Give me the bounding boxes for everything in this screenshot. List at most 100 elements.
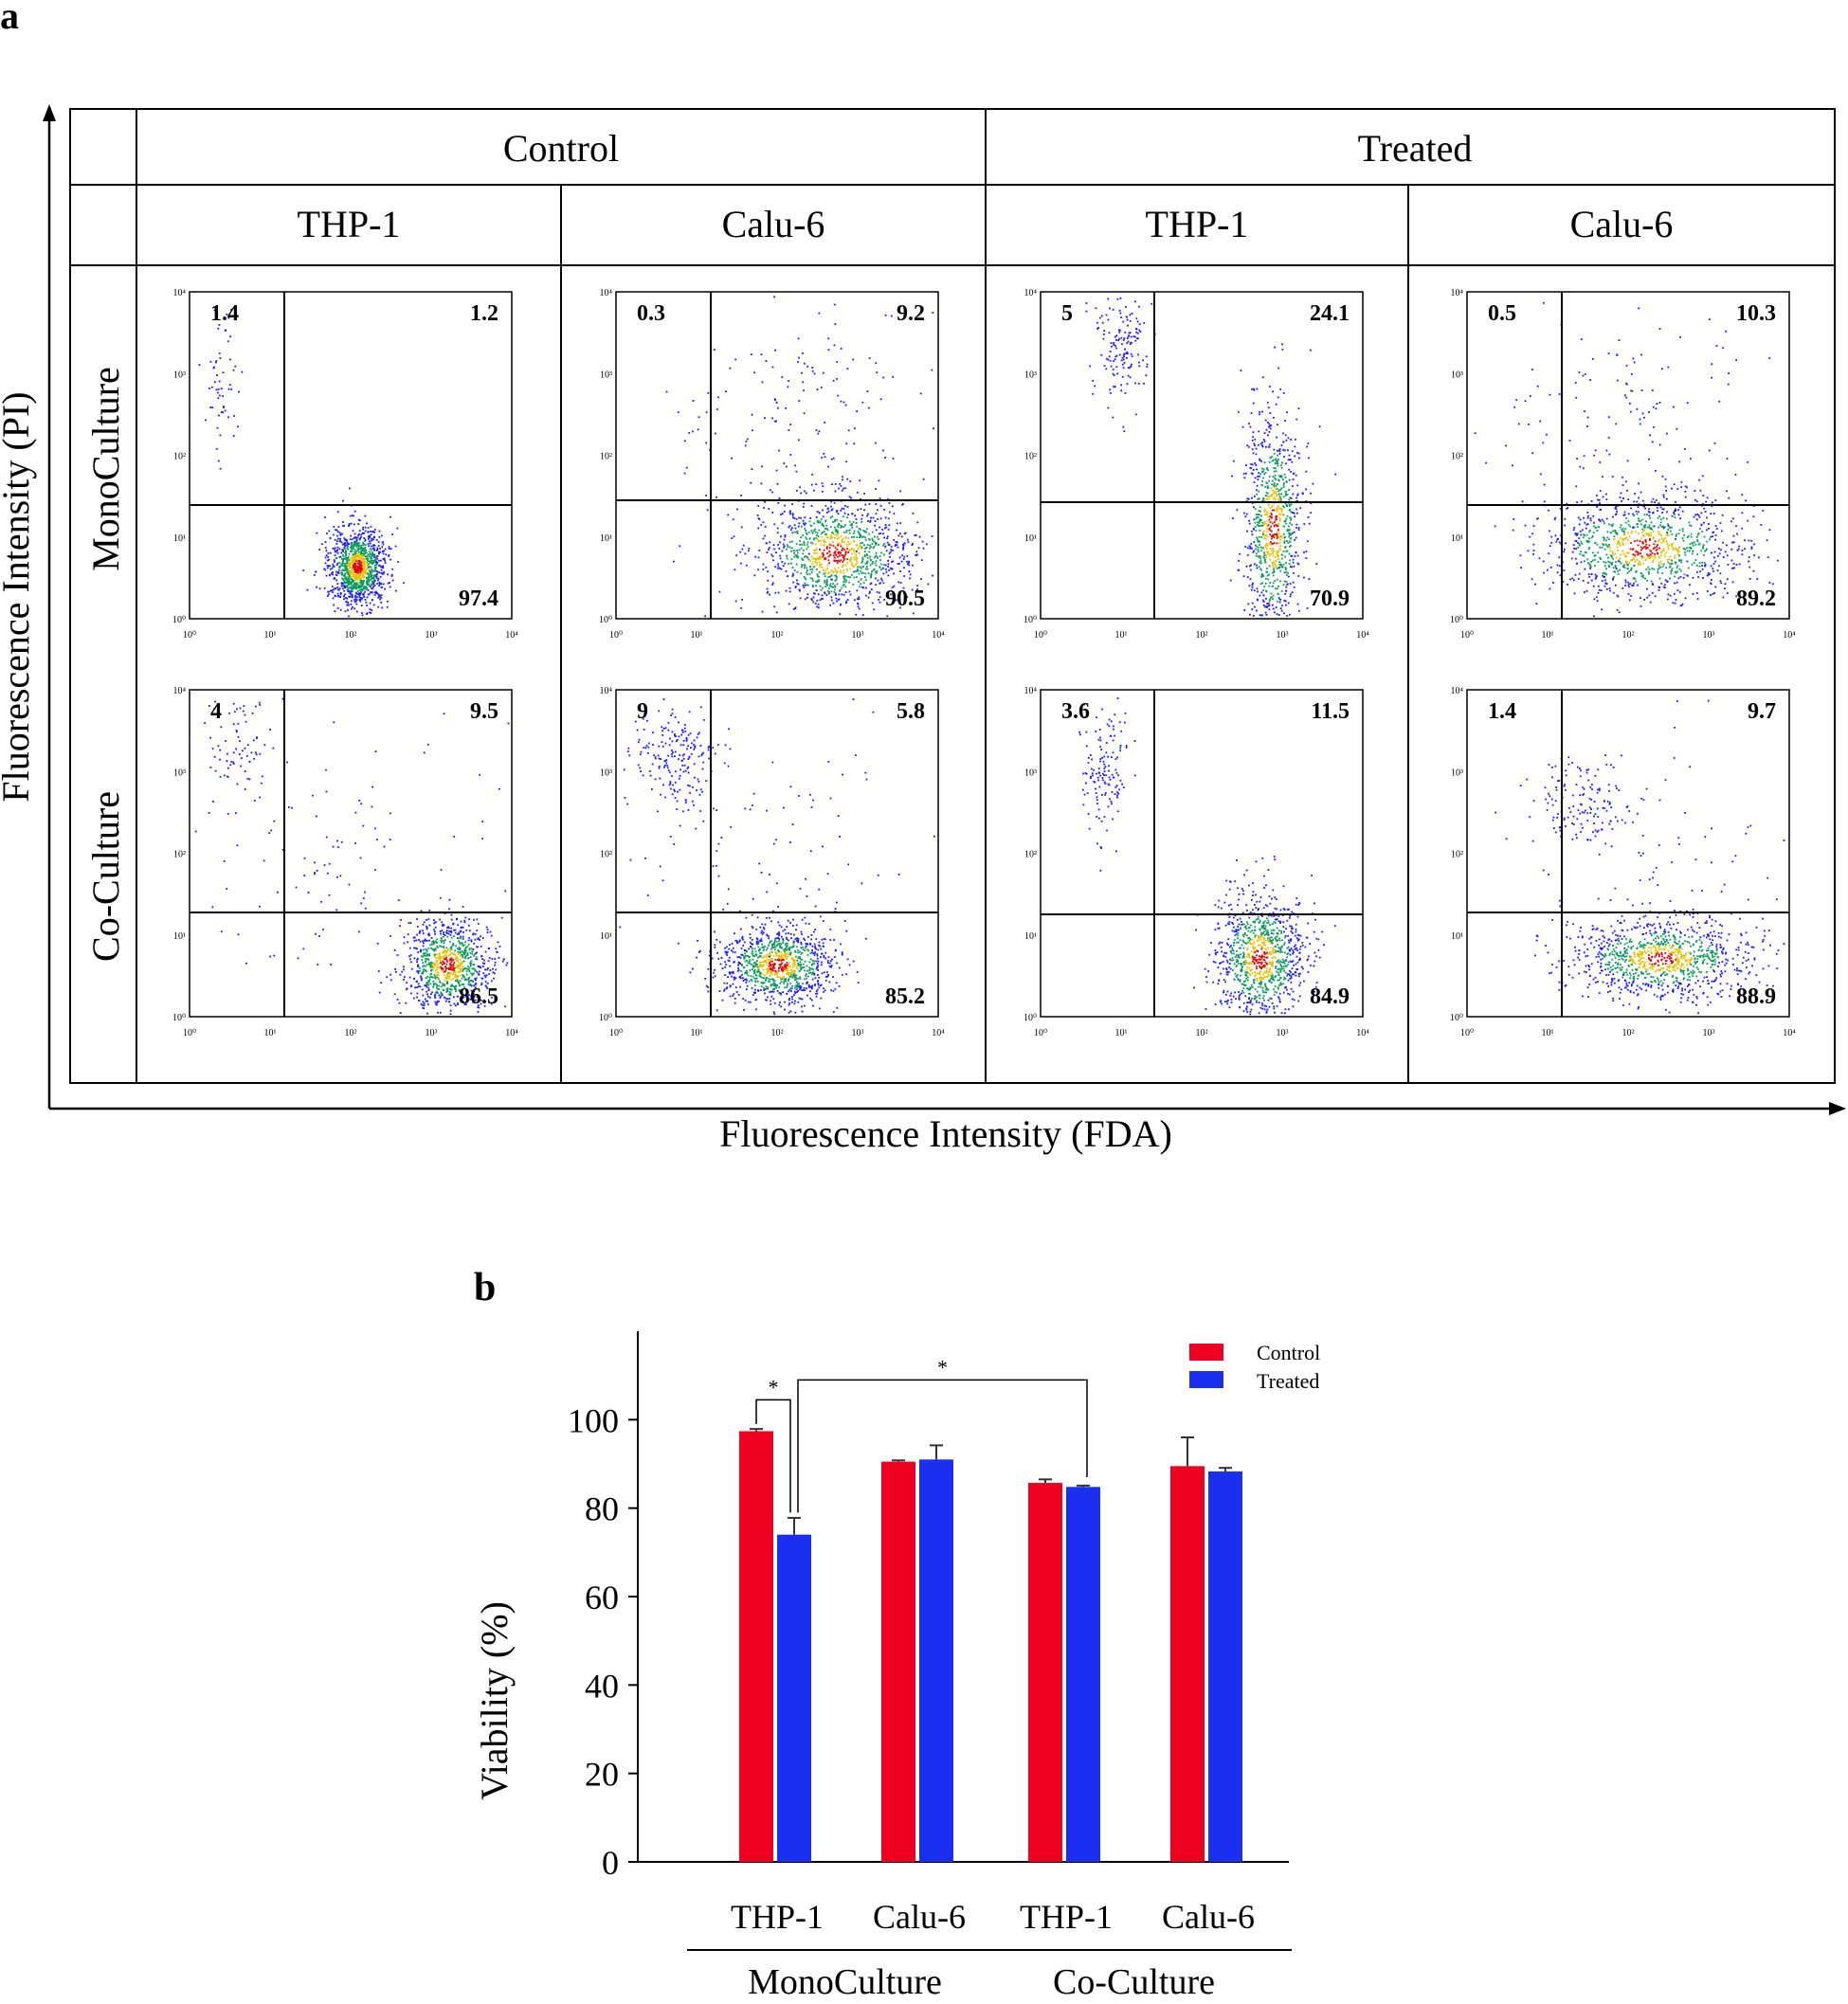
event-dot [1274,498,1277,501]
event-dot [868,357,871,359]
quadrant-upper-left-value: 5 [1061,301,1073,326]
event-dot [855,564,857,566]
event-dot [1237,410,1240,413]
event-dot [1273,448,1276,451]
event-dot [846,548,849,551]
event-dot [1623,511,1626,514]
event-dot [428,976,431,979]
event-dot [889,511,891,514]
event-dot [824,527,826,530]
event-dot [349,586,352,588]
event-dot [372,547,375,550]
event-dot [1285,589,1288,592]
event-dot [334,547,336,550]
event-dot [340,563,343,566]
event-dot [1674,592,1676,595]
event-dot [1252,402,1255,405]
event-dot [342,555,345,558]
event-dot [774,349,776,352]
event-dot [1564,517,1567,520]
event-dot [318,587,321,590]
event-dot [1256,468,1258,471]
event-dot [373,544,376,547]
event-dot [1574,533,1577,534]
event-dot [1272,542,1275,545]
event-dot [1251,448,1254,451]
event-dot [886,537,888,540]
event-dot [812,596,815,599]
event-dot [1659,506,1662,509]
event-dot [1617,573,1620,575]
event-dot [1275,566,1277,568]
event-dot [787,386,789,388]
event-dot [1273,571,1276,573]
plot-frame [1466,291,1790,620]
event-dot [219,434,222,437]
event-dot [372,554,374,557]
event-dot [1662,527,1665,530]
event-dot [908,560,910,563]
event-dot [353,556,355,559]
event-dot [1691,541,1694,544]
event-dot [1275,524,1277,526]
event-dot [1271,537,1273,540]
event-dot [328,530,331,533]
event-dot [421,971,424,974]
event-dot [1255,464,1258,466]
event-dot [1618,539,1620,542]
event-dot [372,545,374,547]
event-dot [373,556,375,558]
event-dot [863,493,865,495]
event-dot [1616,354,1619,356]
event-dot [1268,445,1271,448]
event-dot [866,553,868,555]
event-dot [932,574,933,577]
event-dot [1597,551,1600,554]
event-dot [360,590,363,592]
event-dot [1282,486,1285,488]
event-dot [779,541,781,544]
event-dot [1281,461,1283,464]
event-dot [1286,494,1289,496]
event-dot [361,550,364,552]
event-dot [834,533,837,536]
event-dot [1744,539,1746,542]
event-dot [870,576,872,579]
event-dot [1266,535,1269,538]
event-dot [834,568,837,569]
event-dot [1543,483,1546,486]
event-dot [1254,526,1257,528]
event-dot [1607,538,1610,541]
event-dot [1661,572,1663,574]
event-dot [366,583,368,586]
event-dot [1766,556,1769,559]
event-dot [353,551,356,553]
event-dot [1277,550,1278,552]
event-dot [1652,531,1655,533]
event-dot [1279,476,1281,478]
event-dot [840,520,842,522]
event-dot [1592,585,1595,587]
event-dot [844,551,847,554]
event-dot [1651,555,1654,557]
event-dot [802,519,805,522]
event-dot [1259,568,1261,570]
event-dot [902,544,905,547]
event-dot [1272,598,1274,600]
event-dot [903,567,905,569]
event-dot [1276,494,1277,496]
x-axis-label-fda: Fluorescence Intensity (FDA) [719,1112,1172,1155]
event-dot [360,561,363,564]
event-dot [355,610,358,613]
event-dot [355,603,358,605]
event-dot [367,567,369,569]
event-dot [1701,568,1704,570]
event-dot [371,569,373,570]
event-dot [1677,514,1680,516]
event-dot [1269,533,1272,535]
event-dot [339,533,342,536]
event-dot [229,358,231,361]
event-dot [329,589,332,592]
x-tick-label: 10⁰ [1034,630,1047,641]
